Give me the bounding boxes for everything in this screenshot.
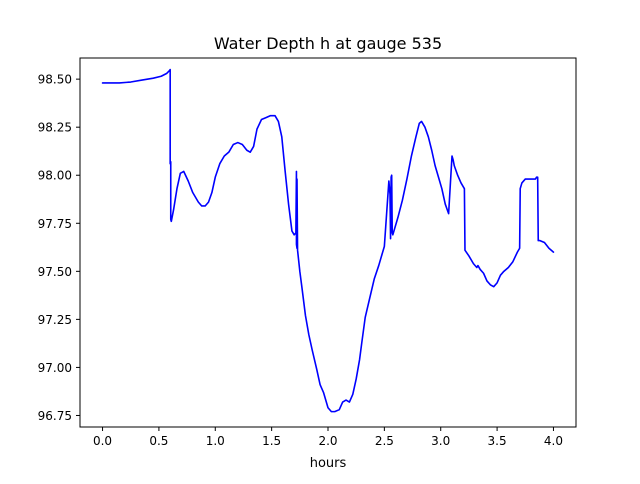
- x-axis-label: hours: [310, 456, 347, 471]
- y-tick-label: 97.50: [38, 265, 72, 279]
- x-tick-label: 3.0: [431, 434, 450, 448]
- x-axis-ticks: 0.0 0.5 1.0 1.5 2.0 2.5 3.0 3.5 4.0: [93, 427, 563, 448]
- chart-title: Water Depth h at gauge 535: [214, 34, 442, 53]
- x-tick-label: 2.5: [375, 434, 394, 448]
- x-tick-label: 2.0: [318, 434, 337, 448]
- water-depth-series-line: [101, 68, 555, 413]
- x-tick-label: 1.0: [206, 434, 225, 448]
- y-tick-label: 98.50: [38, 73, 72, 87]
- series-layer: [101, 68, 555, 413]
- y-axis-ticks: 96.75 97.00 97.25 97.50 97.75 98.00 98.25 98.50: [38, 73, 80, 423]
- x-tick-label: 3.5: [488, 434, 507, 448]
- y-tick-label: 97.00: [38, 361, 72, 375]
- x-tick-label: 4.0: [544, 434, 563, 448]
- y-tick-label: 98.00: [38, 169, 72, 183]
- x-tick-label: 0.0: [93, 434, 112, 448]
- x-tick-label: 0.5: [149, 434, 168, 448]
- y-tick-label: 98.25: [38, 121, 72, 135]
- y-tick-label: 97.75: [38, 217, 72, 231]
- y-tick-label: 96.75: [38, 409, 72, 423]
- x-tick-label: 1.5: [262, 434, 281, 448]
- y-tick-label: 97.25: [38, 313, 72, 327]
